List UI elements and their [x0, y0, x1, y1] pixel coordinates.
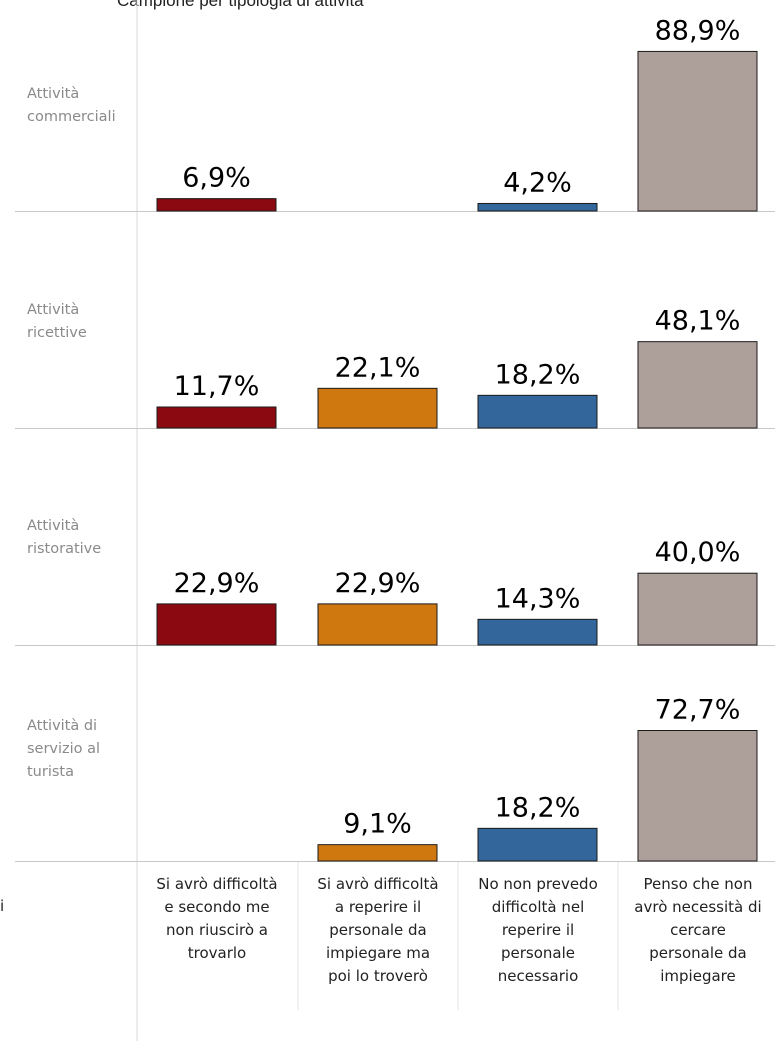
bar: [156, 406, 277, 429]
data-label: 9,1%: [343, 809, 412, 840]
bar: [477, 394, 598, 429]
data-label: 18,2%: [495, 359, 581, 390]
row-label: Attività di: [27, 718, 97, 734]
bar: [477, 827, 598, 862]
row-label: ricettive: [27, 325, 87, 341]
data-label: 72,7%: [655, 695, 741, 726]
category-label: trovarlo: [188, 944, 246, 962]
bar: [637, 730, 758, 862]
clipped-row-header-fragment: i: [0, 897, 4, 915]
row-label: ristorative: [27, 541, 101, 557]
bar: [317, 603, 438, 646]
data-label: 6,9%: [182, 163, 251, 194]
category-label: Si avrò difficoltà: [317, 875, 438, 893]
category-label: e secondo me: [164, 898, 269, 916]
bar: [317, 844, 438, 862]
category-label: poi lo troverò: [328, 967, 428, 985]
row-label: servizio al: [27, 741, 100, 757]
category-label: personale da: [329, 921, 427, 939]
category-label: avrò necessità di: [634, 898, 761, 916]
category-label: Si avrò difficoltà: [156, 875, 277, 893]
category-label: necessario: [498, 967, 579, 985]
bar: [156, 198, 277, 212]
chart-title: Campione per tipologia di attività: [117, 0, 364, 10]
data-label: 40,0%: [655, 537, 741, 568]
bar: [477, 618, 598, 646]
bars: [156, 50, 758, 862]
row-label: turista: [27, 764, 74, 780]
bar: [156, 603, 277, 646]
category-label: a reperire il: [335, 898, 421, 916]
bar: [637, 572, 758, 646]
category-label: personale: [501, 944, 575, 962]
data-label: 22,1%: [335, 352, 421, 383]
row-label: commerciali: [27, 109, 116, 125]
data-label: 4,2%: [503, 167, 572, 198]
row-label: Attività: [27, 302, 79, 318]
data-label: 14,3%: [495, 583, 581, 614]
row-label: Attività: [27, 518, 79, 534]
data-label: 22,9%: [335, 568, 421, 599]
category-label: impiegare ma: [326, 944, 430, 962]
category-label: cercare: [670, 921, 726, 939]
bar: [637, 341, 758, 429]
category-label: non riuscirò a: [166, 921, 268, 939]
data-label: 11,7%: [174, 371, 260, 402]
data-label: 88,9%: [655, 15, 741, 46]
category-label: impiegare: [660, 967, 735, 985]
bar: [637, 50, 758, 212]
category-label: personale da: [649, 944, 747, 962]
data-label: 18,2%: [495, 792, 581, 823]
category-label: reperire il: [502, 921, 574, 939]
labels: Attività commerciali 6,9% 4,2% 88,9% Attività…: [27, 15, 762, 985]
category-label: difficoltà nel: [492, 898, 585, 916]
category-label: No non prevedo: [478, 875, 598, 893]
row-label: Attività: [27, 86, 79, 102]
data-label: 22,9%: [174, 568, 260, 599]
bar: [477, 202, 598, 212]
data-label: 48,1%: [655, 306, 741, 337]
category-label: Penso che non: [644, 875, 753, 893]
bar: [317, 387, 438, 429]
